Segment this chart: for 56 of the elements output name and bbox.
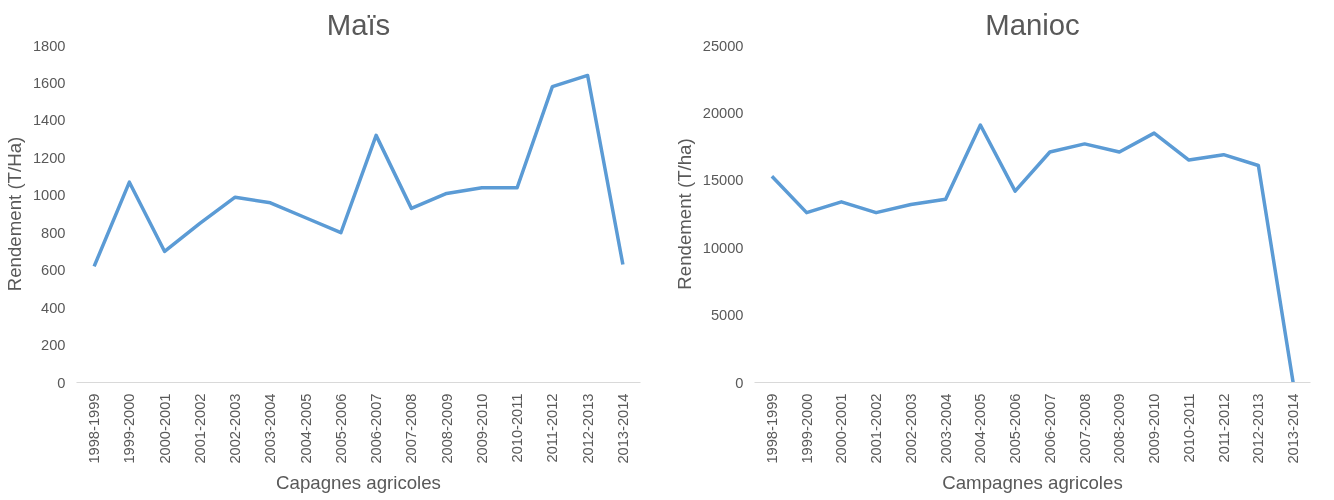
y-tick-label: 0 — [57, 374, 66, 391]
x-tick-label: 2000-2001 — [156, 393, 173, 464]
x-tick-label: 1999-2000 — [121, 393, 138, 464]
x-tick-label: 2013-2014 — [1285, 393, 1302, 464]
x-tick-label: 1998-1999 — [763, 393, 780, 464]
x-tick-label: 1999-2000 — [798, 393, 815, 464]
y-tick-label: 1800 — [32, 37, 66, 54]
x-tick-label: 2012-2013 — [1250, 393, 1267, 464]
x-tick-label: 2009-2010 — [473, 393, 490, 464]
x-tick-label: 2003-2004 — [262, 393, 279, 464]
x-tick-label: 2006-2007 — [1041, 393, 1058, 464]
x-tick-label: 2004-2005 — [972, 393, 989, 464]
y-tick-label: 800 — [41, 224, 66, 241]
x-tick-label: 2002-2003 — [902, 393, 919, 464]
y-tick-label: 1000 — [32, 187, 66, 204]
y-tick-label: 5000 — [710, 307, 744, 324]
x-tick-label: 2006-2007 — [368, 393, 385, 464]
x-tick-label: 2010-2011 — [1180, 393, 1197, 463]
y-tick-label: 1200 — [32, 149, 66, 166]
chart-title: Maïs — [326, 7, 391, 41]
x-tick-label: 2005-2006 — [332, 393, 349, 464]
x-tick-label: 2013-2014 — [614, 393, 631, 464]
y-tick-label: 200 — [41, 337, 66, 354]
x-tick-label: 2011-2012 — [1215, 393, 1232, 463]
x-axis-title: Capagnes agricoles — [276, 471, 441, 493]
x-tick-label: 2000-2001 — [833, 393, 850, 464]
x-axis-title: Campagnes agricoles — [942, 471, 1123, 493]
x-tick-label: 2008-2009 — [438, 393, 455, 464]
y-tick-label: 15000 — [702, 172, 744, 189]
x-tick-label: 2012-2013 — [579, 393, 596, 464]
x-tick-label: 1998-1999 — [86, 393, 103, 464]
x-tick-label: 2010-2011 — [509, 393, 526, 463]
x-tick-label: 2001-2002 — [868, 393, 885, 464]
y-tick-label: 400 — [41, 299, 66, 316]
x-tick-label: 2007-2008 — [1076, 393, 1093, 464]
y-axis-title: Rendement (T/ha) — [673, 138, 695, 290]
x-tick-label: 2007-2008 — [403, 393, 420, 464]
y-tick-label: 25000 — [702, 37, 744, 54]
x-tick-label: 2002-2003 — [227, 393, 244, 464]
y-tick-label: 0 — [735, 374, 744, 391]
line-series — [770, 123, 1295, 383]
chart-title: Manioc — [985, 7, 1080, 41]
x-tick-label: 2001-2002 — [191, 393, 208, 464]
x-tick-label: 2008-2009 — [1111, 393, 1128, 464]
x-tick-label: 2003-2004 — [937, 393, 954, 464]
x-tick-label: 2004-2005 — [297, 393, 314, 464]
x-tick-label: 2005-2006 — [1007, 393, 1024, 464]
y-tick-label: 10000 — [702, 239, 744, 256]
y-axis-title: Rendement (T/Ha) — [3, 136, 25, 292]
y-tick-label: 1400 — [32, 112, 66, 129]
line-series — [92, 73, 625, 269]
x-tick-label: 2011-2012 — [544, 393, 561, 463]
y-tick-label: 20000 — [702, 104, 744, 121]
y-tick-label: 600 — [41, 262, 66, 279]
x-tick-label: 2009-2010 — [1146, 393, 1163, 464]
y-tick-label: 1600 — [32, 74, 66, 91]
